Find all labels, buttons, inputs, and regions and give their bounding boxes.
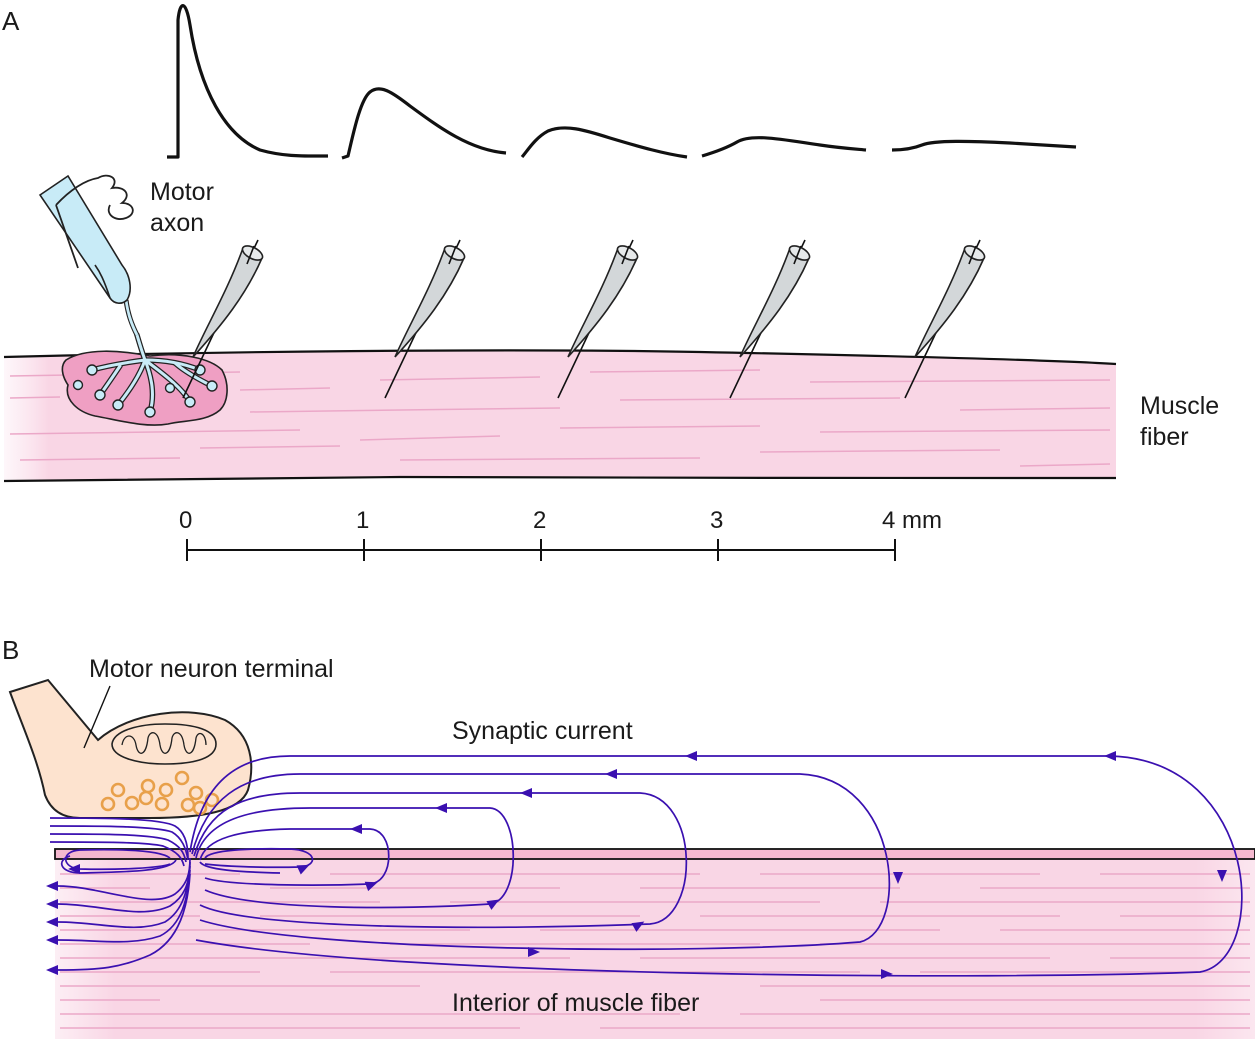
muscle-fiber-label-line2: fiber — [1140, 423, 1189, 451]
motor-neuron-terminal — [8, 678, 253, 819]
muscle-fiber-a — [3, 349, 1117, 483]
muscle-fiber-top-edge — [3, 349, 1117, 366]
recording-electrode-4mm — [904, 239, 986, 399]
potential-trace-1mm — [341, 87, 507, 160]
scale-tick-label: 3 — [710, 507, 723, 534]
recording-electrode-0mm — [182, 239, 264, 399]
terminal-boutons — [72, 364, 218, 418]
potential-trace-2mm — [520, 126, 688, 159]
scale-tick-label: 2 — [533, 507, 546, 534]
stimulating-coil — [55, 174, 134, 269]
distance-scale: 0 1 2 3 4 mm — [179, 507, 942, 561]
recording-electrode-3mm — [729, 239, 811, 399]
potential-trace-4mm — [891, 139, 1077, 152]
recorded-potentials — [167, 4, 1077, 160]
scale-tick-label: 4 mm — [882, 507, 942, 534]
muscle-striations-a — [9, 369, 1111, 467]
stimulating-pipette — [38, 174, 131, 304]
recording-electrode-1mm — [384, 239, 466, 399]
scale-tick-label: 0 — [179, 507, 192, 534]
motor-axon-label-line2: axon — [150, 209, 204, 237]
potential-trace-0mm — [167, 4, 329, 159]
muscle-fiber-label-line1: Muscle — [1140, 392, 1219, 420]
motor-axon — [38, 174, 140, 337]
interior-label: Interior of muscle fiber — [452, 989, 699, 1017]
panel-b-label: B — [2, 635, 19, 665]
endplate — [61, 332, 228, 426]
muscle-fiber-body — [4, 350, 1116, 481]
muscle-striations-b — [60, 873, 1250, 1029]
muscle-fiber-bottom-edge — [3, 475, 1117, 483]
terminal-label: Motor neuron terminal — [89, 655, 334, 683]
synaptic-vesicles — [100, 770, 220, 816]
muscle-membrane — [54, 848, 1255, 860]
scale-tick-label: 1 — [356, 507, 369, 534]
recording-electrode-2mm — [557, 239, 639, 399]
synaptic-current-lines — [46, 751, 1243, 979]
terminal-label-leader — [83, 685, 111, 749]
synaptic-current-label: Synaptic current — [452, 717, 633, 745]
recording-electrodes — [182, 239, 986, 399]
panel-a-label: A — [2, 6, 20, 36]
potential-trace-3mm — [701, 136, 867, 158]
mitochondrion — [111, 723, 217, 765]
motor-axon-label-line1: Motor — [150, 178, 214, 206]
